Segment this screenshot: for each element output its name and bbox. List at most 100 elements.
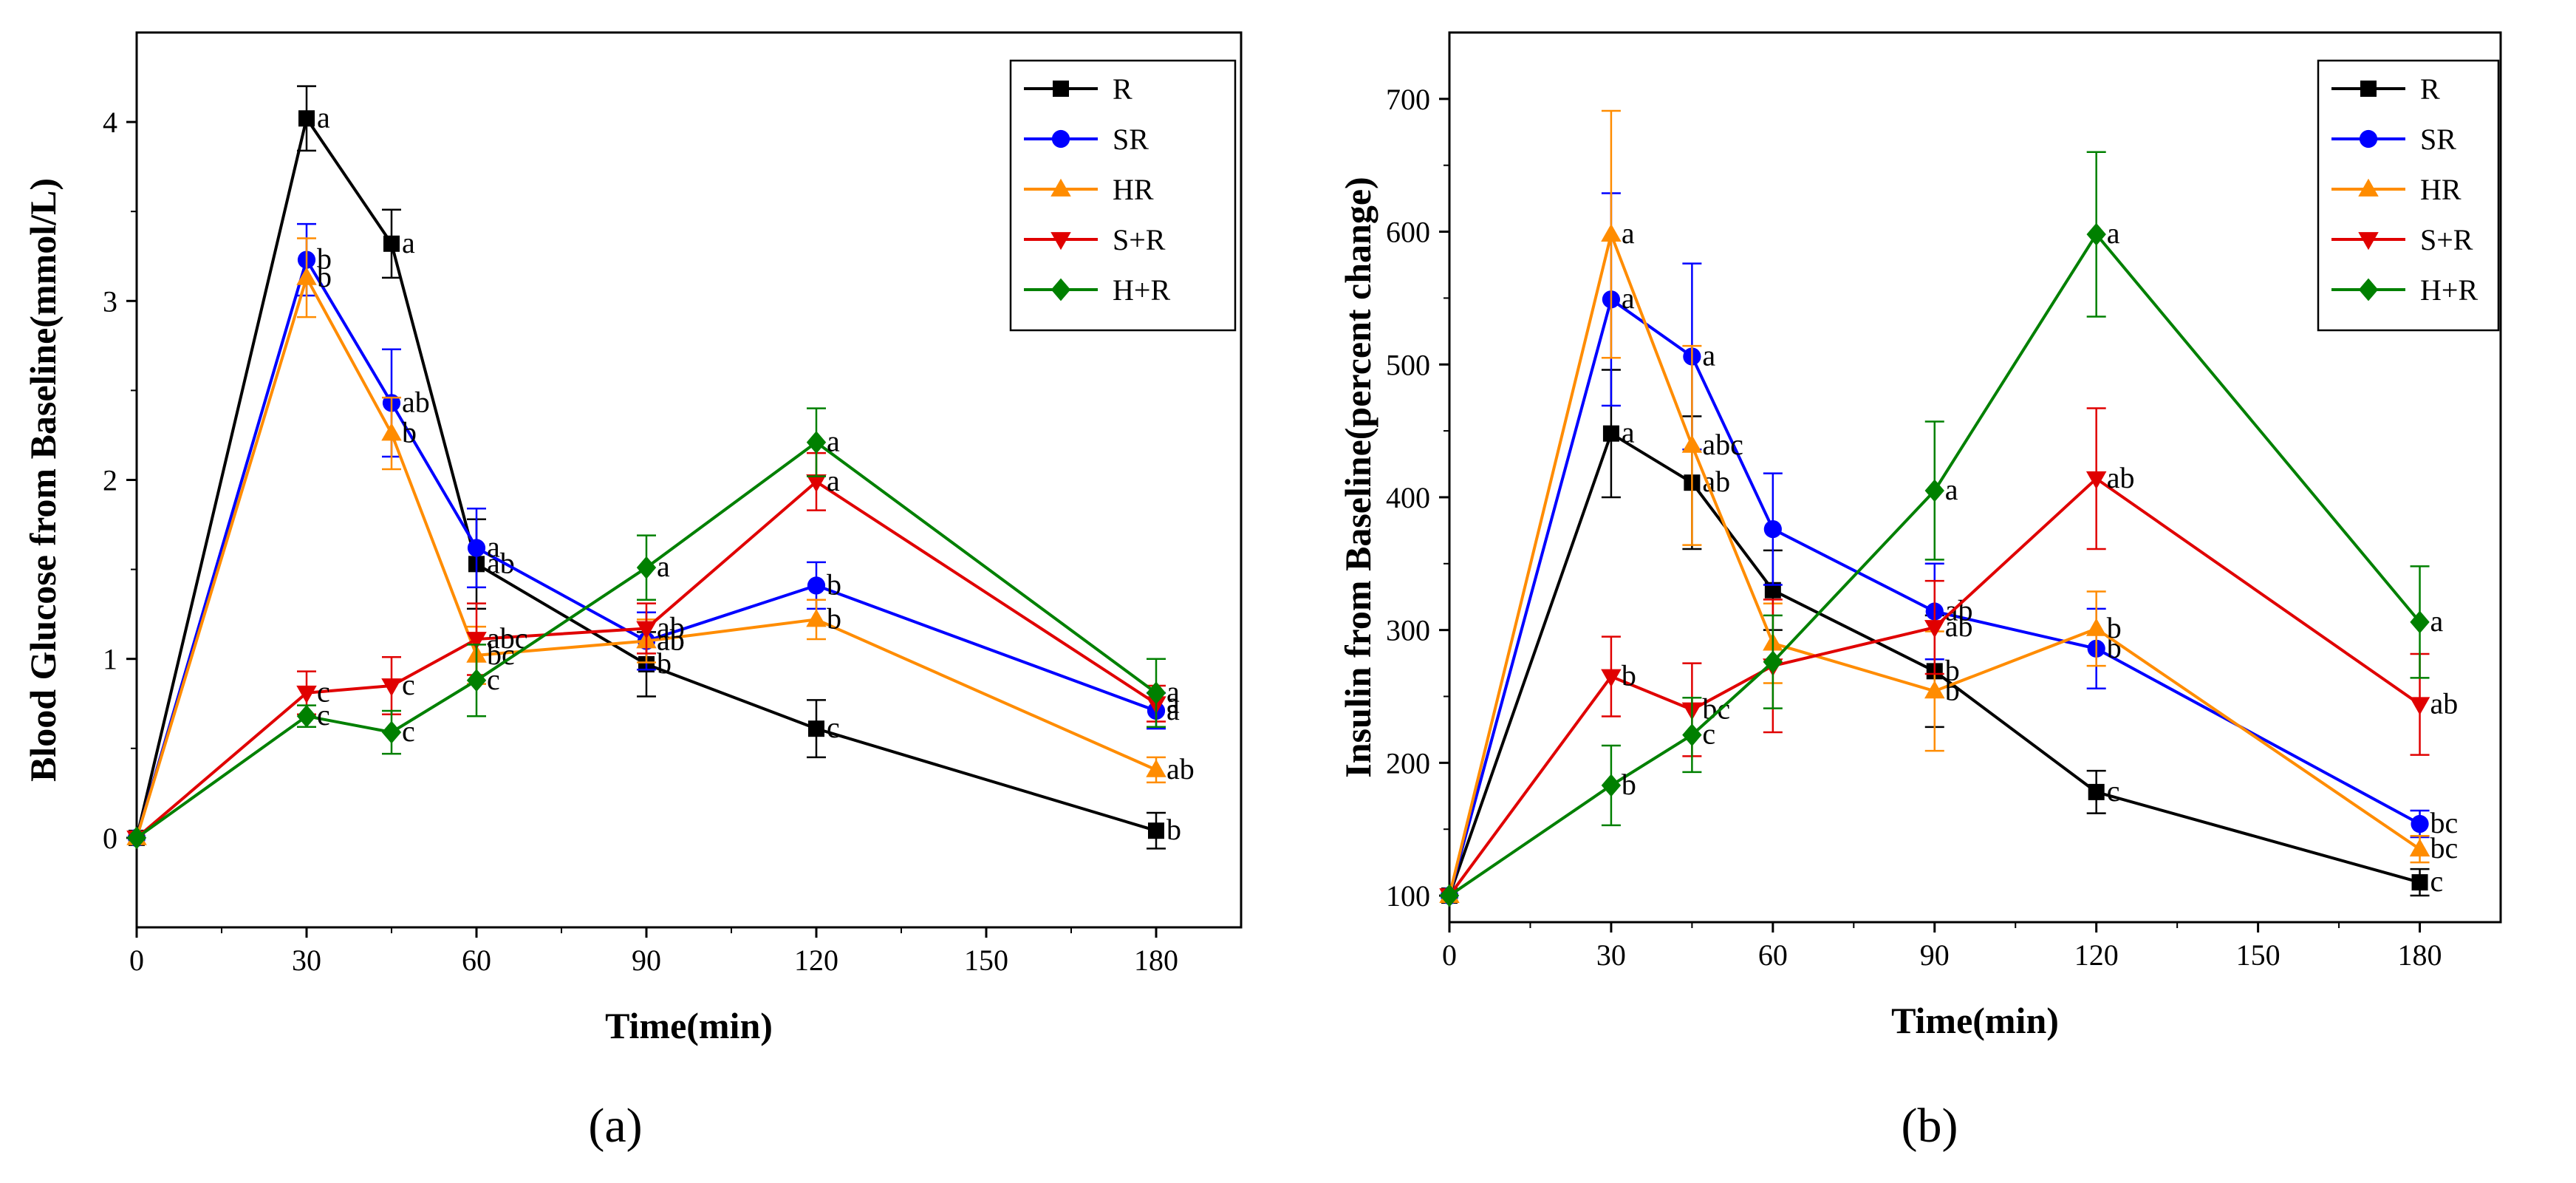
panel-a-data-point xyxy=(126,826,147,850)
panel-b-x-tick-label: 30 xyxy=(1596,938,1626,972)
panel-b-legend-marker xyxy=(2358,232,2379,250)
panel-a-y-tick-label: 4 xyxy=(103,106,117,139)
panel-a-legend-label: SR xyxy=(1113,123,1149,156)
panel-a-data-point xyxy=(296,685,317,704)
panel-a-significance-letter: a xyxy=(402,226,415,259)
panel-b-significance-letter: ab xyxy=(2107,461,2135,494)
panel-b-series-H+R: b c a a a xyxy=(1439,151,2444,907)
panel-a-x-tick-label: 0 xyxy=(129,944,144,977)
panel-b-legend: R SR HR S+R H+R xyxy=(2317,59,2500,332)
panel-a-data-point xyxy=(636,621,657,639)
panel-a-data-point xyxy=(806,609,827,627)
panel-b-data-point xyxy=(1924,479,1944,502)
panel-a-significance-letter: ab xyxy=(657,623,685,656)
panel-b-legend-box xyxy=(2317,59,2500,332)
panel-a-x-tick-label: 150 xyxy=(964,944,1008,977)
panel-b-legend-item-S+R: S+R xyxy=(2331,223,2473,256)
panel-a-legend-item-R: R xyxy=(1024,72,1132,106)
panel-a-legend-label: H+R xyxy=(1113,273,1170,307)
panel-b-data-point xyxy=(2409,838,2430,857)
panel-a-data-point xyxy=(807,576,826,595)
panel-b-legend-label: HR xyxy=(2420,173,2461,206)
panel-a-significance-letter: c xyxy=(402,668,415,701)
panel-a-data-point xyxy=(381,678,402,697)
panel-a-significance-letter: c xyxy=(487,663,500,696)
panel-a-significance-letter: b xyxy=(657,647,672,680)
panel-a-legend-marker xyxy=(1050,232,1071,250)
panel-a-legend: R SR HR S+R H+R xyxy=(1009,59,1237,332)
panel-a-data-point xyxy=(381,423,402,441)
panel-a-x-tick-label: 90 xyxy=(632,944,661,977)
panel-a-legend-item-SR: SR xyxy=(1024,123,1149,156)
panel-b-significance-letter: abc xyxy=(1702,428,1743,461)
panel-a-y-axis-title: Blood Glucose from Baseline(mmol/L) xyxy=(22,178,64,782)
panel-a-data-point xyxy=(296,704,317,728)
panel-a-data-point xyxy=(466,632,487,650)
panel-a-panel-label: (a) xyxy=(588,1099,642,1153)
panel-a-significance-letter: b xyxy=(317,260,332,293)
panel-a-legend-label: S+R xyxy=(1113,223,1166,256)
panel-b-significance-letter: b xyxy=(1945,673,1960,706)
panel-b-y-tick-label: 300 xyxy=(1386,614,1430,647)
panel-b-legend-item-HR: HR xyxy=(2331,173,2461,206)
panel-a-data-point xyxy=(381,720,402,744)
panel-b-significance-letter: c xyxy=(2430,865,2444,898)
panel-b-data-point xyxy=(1602,425,1619,442)
panel-b-x-tick-label: 60 xyxy=(1758,938,1788,972)
panel-b-legend-marker xyxy=(2359,129,2378,149)
panel-b-legend-marker xyxy=(2358,278,2379,301)
panel-b-y-tick-label: 700 xyxy=(1386,83,1430,116)
panel-a-significance-letter: c xyxy=(827,711,840,744)
panel-b-significance-letter: a xyxy=(2430,604,2444,638)
panel-a-x-tick-label: 60 xyxy=(462,944,491,977)
panel-a-significance-letter: b xyxy=(827,601,841,635)
panel-b-data-point xyxy=(2410,610,2430,634)
panel-b-y-tick-label: 400 xyxy=(1386,481,1430,514)
panel-b-panel-label: (b) xyxy=(1902,1099,1958,1153)
panel-a-significance-letter: ab xyxy=(657,611,685,644)
panel-b-legend-item-SR: SR xyxy=(2331,123,2456,156)
panel-b-significance-letter: a xyxy=(1622,282,1635,315)
panel-b-legend-label: R xyxy=(2420,72,2440,106)
panel-b-data-point xyxy=(2409,697,2430,715)
panel-b-significance-letter: bc xyxy=(2430,831,2459,865)
panel-a-glucose-chart: 0 30 60 90 120 150 180 0 1 2 3 4 Time(min) Blood Gluc… xyxy=(22,31,1243,1153)
panel-b-y-tick-label: 600 xyxy=(1386,216,1430,249)
panel-a-y-tick-label: 2 xyxy=(103,464,117,497)
panel-b-data-point xyxy=(1682,723,1702,747)
panel-a-legend-marker xyxy=(1051,129,1070,149)
panel-b-data-point xyxy=(2086,222,2106,246)
panel-a-legend-box xyxy=(1009,59,1237,332)
panel-a-legend-item-H+R: H+R xyxy=(1024,273,1170,307)
panel-b-significance-letter: ab xyxy=(1945,610,1973,643)
panel-b-significance-letter: c xyxy=(2107,774,2120,808)
panel-a-legend-item-S+R: S+R xyxy=(1024,223,1166,256)
panel-a-legend-marker xyxy=(1050,278,1071,301)
panel-b-y-tick-label: 500 xyxy=(1386,348,1430,381)
panel-b-y-tick-label: 200 xyxy=(1386,746,1430,780)
panel-a-data-point xyxy=(298,110,315,127)
panel-b-x-tick-label: 150 xyxy=(2236,938,2281,972)
panel-a-legend-marker xyxy=(1050,178,1071,197)
panel-b-insulin-chart: 0 30 60 90 120 150 180 100 200 300 400 500 600 700 Tim… xyxy=(1337,31,2502,1153)
panel-a-x-tick-label: 180 xyxy=(1134,944,1178,977)
panel-b-data-point xyxy=(1681,434,1703,453)
panel-a-data-point xyxy=(806,431,827,454)
panel-b-data-point xyxy=(1439,884,1460,907)
panel-a-significance-letter: a xyxy=(317,100,330,134)
panel-b-significance-letter: bc xyxy=(2430,806,2459,839)
panel-b-x-tick-label: 180 xyxy=(2398,938,2442,972)
panel-b-significance-letter: b xyxy=(1945,653,1960,686)
panel-b-x-tick-label: 90 xyxy=(1920,938,1950,972)
panel-b-data-point xyxy=(2088,783,2105,800)
panel-b-legend-marker xyxy=(2360,81,2377,97)
panel-a-significance-letter: a xyxy=(1166,686,1180,719)
panel-a-significance-letter: b xyxy=(402,416,417,449)
panel-b-x-tick-label: 0 xyxy=(1442,938,1457,972)
panel-a-data-point xyxy=(806,474,827,493)
panel-b-significance-letter: a xyxy=(1945,473,1958,506)
